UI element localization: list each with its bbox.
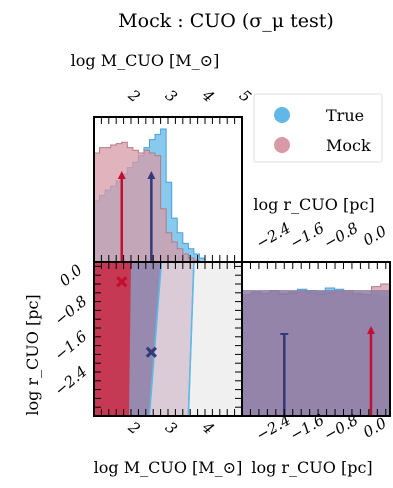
joint-y-ticks: 0.0−0.8−1.6−2.4 bbox=[51, 261, 91, 400]
joint-x-tick-label: 2 bbox=[124, 418, 144, 439]
legend-mock-label: Mock bbox=[326, 136, 371, 155]
top-tick-label-logM: 3 bbox=[162, 86, 181, 106]
joint-x-tick-label: 3 bbox=[162, 418, 181, 438]
joint-xlabel: log M_CUO [M_⊙] bbox=[94, 458, 243, 477]
joint-x-tick-label: 4 bbox=[198, 418, 218, 439]
joint-y-tick-label: −0.8 bbox=[51, 292, 90, 329]
joint-y-tick-label: −1.6 bbox=[51, 327, 91, 364]
legend-true-label: True bbox=[326, 106, 364, 125]
legend-mock-marker bbox=[274, 137, 290, 153]
top-tick-label-logr: 0.0 bbox=[360, 222, 390, 250]
top-tick-label-logr: −0.8 bbox=[321, 219, 362, 253]
top-tick-label-logM: 5 bbox=[236, 86, 255, 106]
top-label-logr: log r_CUO [pc] bbox=[253, 195, 374, 214]
joint-panel bbox=[94, 262, 242, 416]
joint-y-tick-label: −2.4 bbox=[51, 362, 90, 399]
joint-y-tick-label: 0.0 bbox=[56, 261, 86, 290]
bottom-tick-label-logr: 0.0 bbox=[360, 414, 390, 442]
histogram-logM-panel bbox=[94, 117, 242, 262]
top-label-logM: log M_CUO [M_⊙] bbox=[71, 51, 220, 70]
top-ticks-logr: −2.4−1.6−0.80.0 bbox=[253, 219, 390, 253]
histogram-logr-overlap bbox=[243, 290, 389, 415]
top-tick-label-logM: 4 bbox=[198, 86, 218, 107]
legend-true-marker bbox=[274, 107, 290, 123]
chart-title: Mock : CUO (σ_μ test) bbox=[118, 10, 334, 32]
hist-logr-xlabel: log r_CUO [pc] bbox=[251, 458, 372, 477]
joint-ylabel: log r_CUO [pc] bbox=[23, 294, 42, 415]
histogram-logr-panel bbox=[242, 262, 390, 416]
legend: True Mock bbox=[254, 94, 382, 162]
top-tick-label-logM: 2 bbox=[124, 86, 144, 107]
